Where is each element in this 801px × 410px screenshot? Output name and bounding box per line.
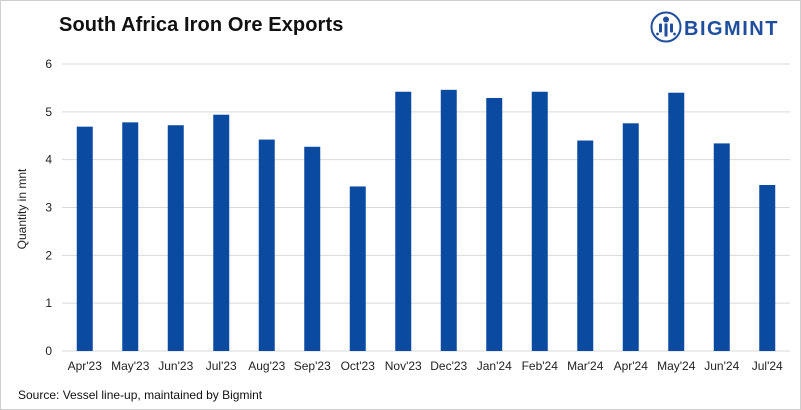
- source-note: Source: Vessel line-up, maintained by Bi…: [18, 388, 263, 402]
- bar: [167, 125, 184, 351]
- brand-logo: BIGMINT: [650, 10, 790, 46]
- bar: [486, 97, 503, 351]
- y-axis-title: Quantity in mnt: [15, 168, 29, 249]
- x-tick-label: Feb'24: [522, 359, 559, 373]
- x-tick-label: May'24: [657, 359, 696, 373]
- x-tick-label: Sep'23: [294, 359, 331, 373]
- y-tick-label: 4: [45, 153, 52, 167]
- x-tick-label: Oct'23: [341, 359, 376, 373]
- x-axis-ticks: Apr'23 May'23 Jun'23 Jul'23 Aug'23 Sep'23 Oct'…: [68, 359, 783, 373]
- bar: [668, 92, 685, 351]
- x-tick-label: Nov'23: [385, 359, 422, 373]
- bar: [713, 143, 730, 351]
- x-tick-label: Jan'24: [477, 359, 512, 373]
- y-tick-label: 1: [45, 296, 52, 310]
- y-axis-ticks: 0 1 2 3 4 5 6: [45, 57, 52, 358]
- bar: [122, 122, 139, 352]
- x-tick-label: Jun'24: [704, 359, 739, 373]
- y-tick-label: 3: [45, 201, 52, 215]
- bar: [622, 123, 639, 352]
- y-tick-label: 5: [45, 105, 52, 119]
- x-tick-label: Aug'23: [248, 359, 285, 373]
- brand-logo-text: BIGMINT: [684, 18, 779, 40]
- x-tick-label: Jun'23: [158, 359, 193, 373]
- bar: [395, 91, 412, 351]
- bar: [531, 91, 548, 351]
- x-tick-label: Apr'24: [614, 359, 649, 373]
- bar: [577, 140, 594, 351]
- x-tick-label: Apr'23: [68, 359, 103, 373]
- bar: [349, 186, 366, 351]
- y-tick-label: 2: [45, 248, 52, 262]
- x-tick-label: Jul'24: [752, 359, 783, 373]
- x-tick-label: Dec'23: [430, 359, 467, 373]
- x-tick-label: May'23: [111, 359, 150, 373]
- chart-title: South Africa Iron Ore Exports: [59, 14, 344, 36]
- bar: [258, 139, 275, 351]
- bar: [213, 114, 230, 351]
- x-tick-label: Jul'23: [206, 359, 237, 373]
- bar: [304, 146, 321, 351]
- x-tick-label: Mar'24: [567, 359, 604, 373]
- bar: [76, 126, 93, 351]
- bigmint-logo-icon: [650, 11, 682, 43]
- bar: [440, 89, 457, 351]
- bar: [759, 185, 776, 351]
- bar-series: [76, 89, 776, 352]
- y-tick-label: 6: [45, 57, 52, 71]
- y-tick-label: 0: [45, 344, 52, 358]
